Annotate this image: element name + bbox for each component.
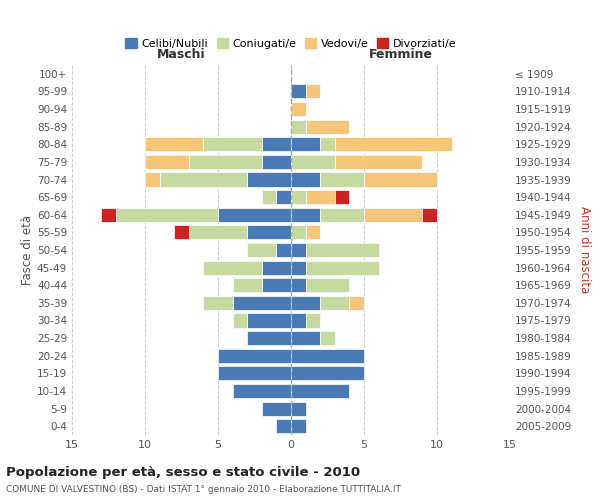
Bar	[291, 278, 305, 292]
Bar	[291, 384, 349, 398]
Bar	[247, 331, 291, 345]
Bar	[291, 296, 320, 310]
Text: Femmine: Femmine	[368, 48, 433, 62]
Bar	[233, 384, 291, 398]
Bar	[262, 190, 277, 204]
Bar	[291, 260, 305, 274]
Bar	[305, 314, 320, 328]
Bar	[174, 226, 189, 239]
Bar	[335, 155, 422, 169]
Bar	[291, 120, 305, 134]
Bar	[305, 84, 320, 98]
Bar	[305, 278, 349, 292]
Bar	[218, 208, 291, 222]
Bar	[305, 226, 320, 239]
Bar	[247, 243, 277, 257]
Bar	[247, 314, 291, 328]
Bar	[291, 208, 320, 222]
Bar	[291, 226, 305, 239]
Bar	[277, 243, 291, 257]
Bar	[291, 348, 364, 363]
Bar	[320, 296, 349, 310]
Bar	[262, 402, 291, 415]
Bar	[233, 314, 247, 328]
Bar	[291, 243, 305, 257]
Bar	[320, 331, 335, 345]
Bar	[364, 172, 437, 186]
Bar	[291, 155, 335, 169]
Bar	[218, 348, 291, 363]
Bar	[145, 172, 160, 186]
Bar	[116, 208, 218, 222]
Bar	[277, 419, 291, 433]
Bar	[277, 190, 291, 204]
Bar	[335, 190, 349, 204]
Bar	[422, 208, 437, 222]
Bar	[218, 366, 291, 380]
Bar	[335, 137, 452, 152]
Bar	[145, 137, 203, 152]
Text: Maschi: Maschi	[157, 48, 206, 62]
Bar	[291, 402, 305, 415]
Bar	[364, 208, 422, 222]
Bar	[233, 296, 291, 310]
Bar	[305, 243, 379, 257]
Legend: Celibi/Nubili, Coniugati/e, Vedovi/e, Divorziati/e: Celibi/Nubili, Coniugati/e, Vedovi/e, Di…	[121, 34, 461, 53]
Bar	[291, 137, 320, 152]
Bar	[305, 190, 335, 204]
Y-axis label: Fasce di età: Fasce di età	[21, 215, 34, 285]
Bar	[247, 226, 291, 239]
Bar	[247, 172, 291, 186]
Bar	[160, 172, 247, 186]
Bar	[189, 226, 247, 239]
Bar	[145, 155, 189, 169]
Bar	[291, 102, 305, 116]
Bar	[203, 260, 262, 274]
Bar	[349, 296, 364, 310]
Bar	[233, 278, 262, 292]
Bar	[291, 84, 305, 98]
Bar	[291, 366, 364, 380]
Bar	[262, 278, 291, 292]
Bar	[320, 172, 364, 186]
Bar	[203, 296, 233, 310]
Bar	[320, 208, 364, 222]
Bar	[291, 331, 320, 345]
Text: COMUNE DI VALVESTINO (BS) - Dati ISTAT 1° gennaio 2010 - Elaborazione TUTTITALIA: COMUNE DI VALVESTINO (BS) - Dati ISTAT 1…	[6, 485, 401, 494]
Bar	[305, 260, 379, 274]
Bar	[189, 155, 262, 169]
Bar	[262, 137, 291, 152]
Bar	[203, 137, 262, 152]
Bar	[305, 120, 349, 134]
Bar	[291, 172, 320, 186]
Bar	[262, 155, 291, 169]
Bar	[262, 260, 291, 274]
Y-axis label: Anni di nascita: Anni di nascita	[578, 206, 591, 294]
Bar	[320, 137, 335, 152]
Bar	[291, 314, 305, 328]
Bar	[101, 208, 116, 222]
Bar	[291, 190, 305, 204]
Text: Popolazione per età, sesso e stato civile - 2010: Popolazione per età, sesso e stato civil…	[6, 466, 360, 479]
Bar	[291, 419, 305, 433]
